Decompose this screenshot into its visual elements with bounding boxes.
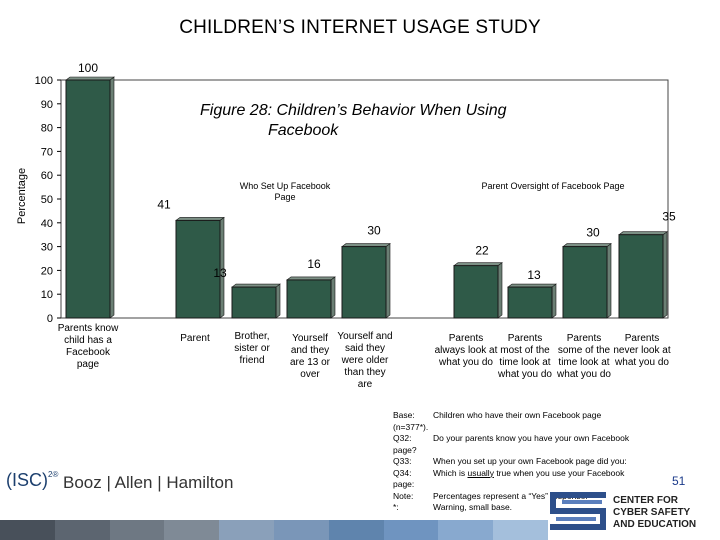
cyber-line-3: AND EDUCATION: [613, 519, 697, 530]
y-tick-label: 80: [41, 123, 53, 135]
bar-side: [662, 231, 668, 319]
isc-logo-text: (ISC): [6, 470, 48, 490]
bar-side: [330, 276, 336, 319]
chart-notes: Base: Children who have their own Faceboo…: [393, 410, 663, 514]
group-label: Who Set Up Facebook Page: [228, 181, 342, 203]
y-tick-label: 50: [41, 194, 53, 206]
data-label: 30: [586, 226, 600, 240]
isc-logo-sup: 2®: [48, 470, 59, 479]
bar: [175, 219, 221, 319]
bar-side: [109, 76, 115, 319]
bar: [231, 286, 277, 319]
cyber-safety-logo-icon: [550, 492, 606, 530]
y-tick-label: 60: [41, 170, 53, 182]
note-key-q32: Q32:: [393, 433, 412, 443]
note-q34-post: true when you use your Facebook: [493, 467, 625, 478]
color-swatch: [219, 520, 274, 540]
note-key-q34-page: page:: [393, 479, 415, 489]
note-q34-pre: Which is: [433, 467, 468, 478]
note-key-base: Base:: [393, 410, 415, 420]
data-label: 13: [527, 268, 541, 282]
figure-title-text: : Children’s Behavior When Using: [267, 102, 507, 119]
color-swatch: [493, 520, 548, 540]
category-label: Yourself and they are 13 or over: [289, 333, 331, 380]
bar-side: [551, 283, 557, 319]
note-warning: Warning, small base.: [433, 502, 513, 512]
note-key-star: *:: [393, 502, 399, 512]
data-label: 22: [475, 244, 489, 258]
category-label: Yourself and said they were older than t…: [337, 331, 393, 390]
figure-title: Figure 28: Children’s Behavior When Usin…: [200, 101, 560, 141]
page-number: 51: [672, 474, 686, 488]
category-label: Brother, sister or friend: [234, 331, 270, 366]
y-axis-title: Percentage: [16, 168, 28, 224]
figure-label: Figure 28: [200, 102, 268, 119]
figure-title-line1: Figure 28: Children’s Behavior When Usin…: [200, 101, 560, 121]
color-swatch: [109, 520, 165, 540]
color-swatch: [328, 520, 384, 540]
color-swatch: [383, 520, 439, 540]
y-tick-label: 70: [41, 146, 53, 158]
cyber-safety-logo-text: CENTER FOR CYBER SAFETY AND EDUCATION: [613, 495, 696, 531]
y-tick-label: 100: [35, 75, 53, 87]
bar: [341, 246, 387, 319]
cyber-line-1: CENTER FOR: [613, 495, 678, 506]
note-q34: Which is usually true when you use your …: [433, 468, 663, 480]
bar: [453, 265, 499, 319]
y-tick-label: 40: [41, 218, 53, 230]
y-tick-label: 30: [41, 242, 53, 254]
color-swatch: [0, 520, 55, 540]
bar: [507, 286, 553, 319]
y-tick-label: 0: [47, 313, 53, 325]
note-key-base-n: (n=377*).: [393, 421, 429, 432]
note-base: Children who have their own Facebook pag…: [433, 410, 602, 420]
data-label: 16: [307, 257, 321, 271]
bar: [562, 246, 608, 319]
category-label: Parent: [180, 333, 210, 344]
note-q34-emphasis: usually: [467, 467, 494, 478]
note-key-note: Note:: [393, 490, 414, 501]
bar-chart: 0 10 20 30 40 50 60 70 80 90 100 Percentage 100 41 13 1…: [16, 61, 676, 325]
color-swatch: [438, 520, 494, 540]
category-label: Parents some of the time look at what yo…: [557, 333, 611, 380]
color-swatch: [164, 520, 220, 540]
data-label: 100: [78, 61, 98, 75]
note-percentages: Percentages represent a “Yes” response.: [433, 490, 588, 501]
category-label: Parents never look at what you do: [613, 333, 671, 368]
note-q33: When you set up your own Facebook page d…: [433, 456, 627, 466]
group-label: Parent Oversight of Facebook Page: [478, 181, 628, 192]
slide-title: CHILDREN’S INTERNET USAGE STUDY: [179, 17, 541, 38]
figure-title-line2: Facebook: [268, 122, 339, 139]
data-label: 30: [367, 224, 381, 238]
category-label: Parents always look at what you do: [434, 333, 498, 368]
bar: [65, 79, 111, 319]
booz-allen-logo: Booz | Allen | Hamilton: [63, 473, 234, 492]
color-swatch: [54, 520, 110, 540]
data-label: 41: [157, 197, 171, 211]
note-q32: Do your parents know you have your own F…: [433, 433, 630, 443]
y-tick-label: 90: [41, 99, 53, 111]
bar: [618, 234, 664, 319]
bar-side: [385, 243, 391, 319]
note-key-q34: Q34:: [393, 467, 412, 478]
bar-side: [497, 262, 503, 319]
note-key-q32-page: page?: [393, 444, 417, 455]
isc-logo: (ISC)2®: [6, 470, 58, 491]
bar-side: [606, 243, 612, 319]
bar-side: [275, 283, 281, 319]
color-swatch: [273, 520, 329, 540]
category-label: Parents most of the time look at what yo…: [498, 333, 552, 380]
bar: [286, 279, 332, 319]
cyber-line-2: CYBER SAFETY: [613, 507, 691, 518]
footer-color-strip: [0, 520, 548, 540]
note-key-q33: Q33:: [393, 456, 412, 466]
data-label: 13: [213, 266, 227, 280]
data-label: 35: [662, 210, 676, 224]
y-tick-label: 10: [41, 289, 53, 301]
y-tick-label: 20: [41, 265, 53, 277]
category-label: Parents know child has a Facebook page: [57, 323, 119, 370]
